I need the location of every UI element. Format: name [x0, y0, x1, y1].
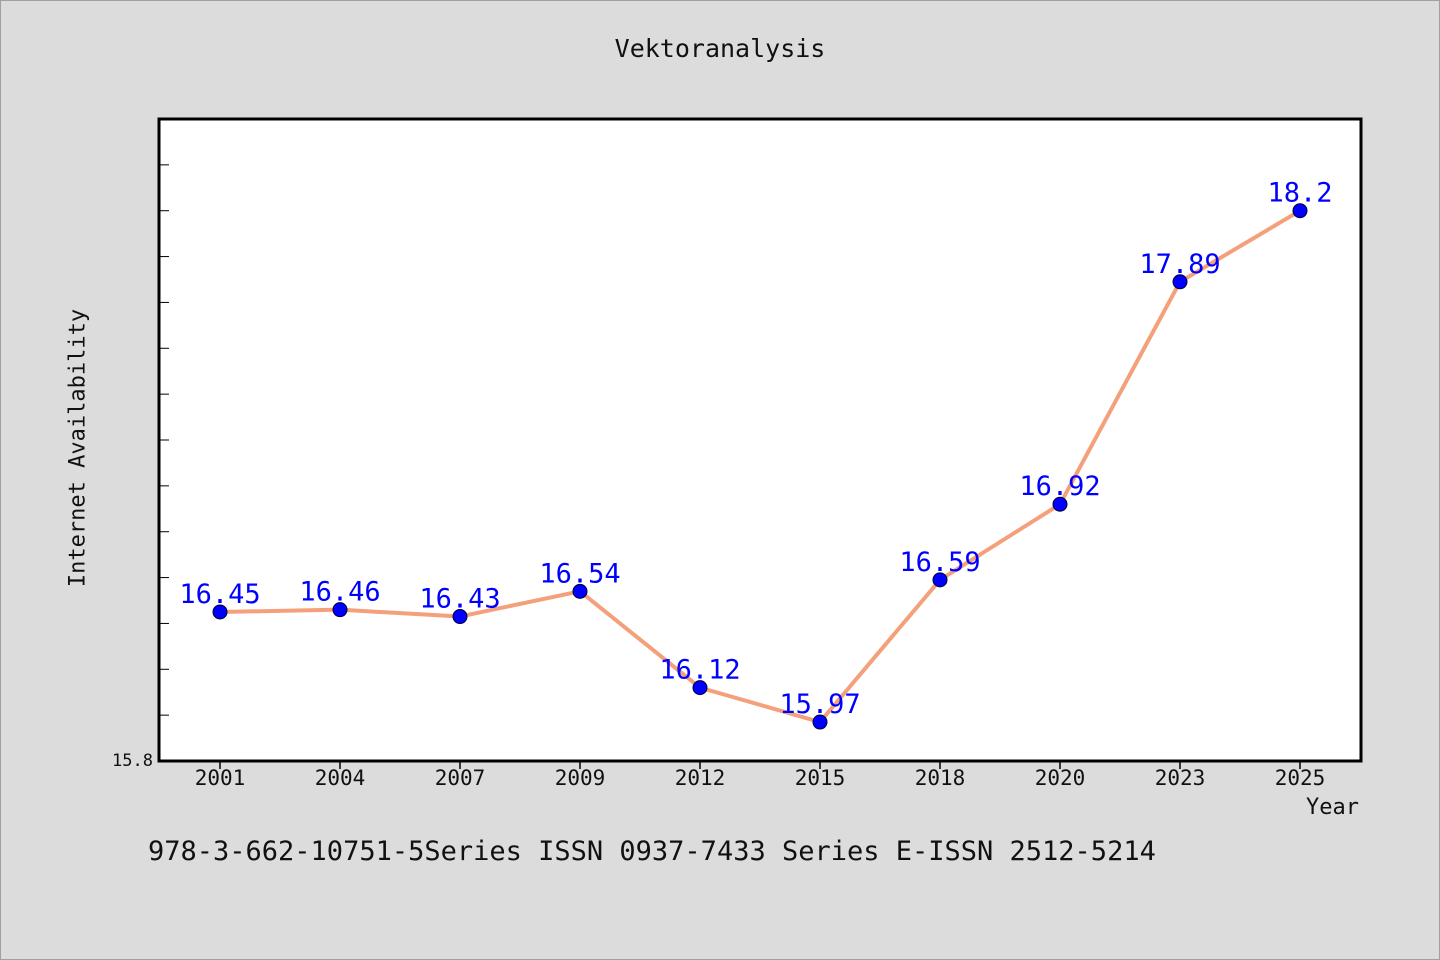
x-axis-label: Year — [1306, 795, 1359, 820]
x-tick-label: 2004 — [315, 766, 366, 790]
data-label: 16.12 — [659, 655, 740, 686]
y-tick-label: 15.8 — [112, 751, 153, 771]
x-tick-label: 2012 — [675, 766, 726, 790]
data-point — [1052, 496, 1068, 512]
data-label: 16.46 — [299, 577, 380, 608]
data-point — [212, 604, 228, 620]
data-label: 15.97 — [779, 689, 860, 720]
data-label: 16.92 — [1019, 471, 1100, 502]
plot-area — [157, 117, 1363, 763]
data-labels: 16.45 16.46 16.43 16.54 16.12 15.97 16.59 16.92… — [179, 178, 1332, 720]
x-tick-label: 2020 — [1035, 766, 1086, 790]
x-tick-label: 2018 — [915, 766, 966, 790]
data-point — [572, 583, 588, 599]
data-label: 17.89 — [1139, 249, 1220, 280]
data-label: 16.59 — [899, 547, 980, 578]
y-axis-ticks: 15.8 — [112, 118, 169, 771]
footer-note: 978-3-662-10751-5Series ISSN 0937-7433 S… — [148, 836, 1156, 867]
x-tick-label: 2001 — [195, 766, 246, 790]
data-label: 18.2 — [1267, 178, 1332, 209]
data-label: 16.54 — [539, 558, 620, 589]
x-tick-label: 2007 — [435, 766, 486, 790]
x-tick-label: 2009 — [555, 766, 606, 790]
data-label: 16.43 — [419, 584, 500, 615]
data-point — [332, 602, 348, 618]
data-label: 16.45 — [179, 579, 260, 610]
data-point — [932, 572, 948, 588]
series-points — [212, 203, 1308, 730]
chart-title: Vektoranalysis — [614, 34, 826, 63]
x-tick-label: 2015 — [795, 766, 846, 790]
x-axis-ticks: 2001 2004 2007 2009 2012 2015 2018 2020 2023 2025 — [195, 761, 1326, 790]
data-point — [812, 714, 828, 730]
y-axis-label: Internet Availability — [65, 308, 91, 588]
data-point — [692, 680, 708, 696]
series-line-group — [219, 208, 1302, 725]
data-point — [452, 609, 468, 625]
x-tick-label: 2025 — [1275, 766, 1326, 790]
series-line — [219, 208, 1302, 725]
data-point — [1292, 203, 1308, 219]
x-tick-label: 2023 — [1155, 766, 1206, 790]
data-point — [1172, 274, 1188, 290]
